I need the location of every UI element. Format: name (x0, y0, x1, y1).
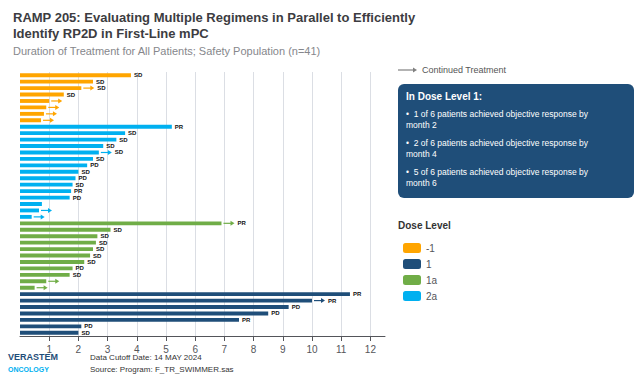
svg-text:• 2 of 6 patients achieved ob: • 2 of 6 patients achieved objective res… (406, 138, 589, 148)
svg-text:SD: SD (128, 130, 137, 136)
svg-text:Identify RP2D in First-Line mP: Identify RP2D in First-Line mPC (13, 26, 209, 41)
svg-text:6: 6 (192, 344, 198, 355)
svg-text:PR: PR (74, 188, 83, 194)
svg-text:Source: Program: F_TR_SWIMMER.: Source: Program: F_TR_SWIMMER.sas (90, 365, 234, 374)
svg-text:Continued Treatment: Continued Treatment (422, 65, 507, 75)
svg-text:PR: PR (237, 220, 246, 226)
svg-text:PD: PD (84, 323, 93, 329)
svg-text:SD: SD (134, 72, 143, 78)
svg-text:SD: SD (93, 253, 102, 259)
svg-text:SD: SD (81, 169, 90, 175)
svg-text:Dose Level: Dose Level (398, 220, 451, 231)
svg-text:SD: SD (115, 149, 124, 155)
svg-text:SD: SD (106, 143, 115, 149)
svg-text:SD: SD (87, 259, 96, 265)
svg-text:PD: PD (73, 195, 82, 201)
svg-text:VERASTEM: VERASTEM (8, 352, 58, 362)
svg-text:month 6: month 6 (406, 178, 437, 188)
svg-text:PR: PR (353, 291, 362, 297)
svg-text:PD: PD (78, 175, 87, 181)
svg-text:2: 2 (76, 344, 82, 355)
svg-text:-1: -1 (426, 243, 435, 254)
svg-text:• 1 of 6 patients achieved ob: • 1 of 6 patients achieved objective res… (406, 109, 589, 119)
svg-text:8: 8 (251, 344, 257, 355)
svg-text:7: 7 (222, 344, 228, 355)
svg-text:SD: SD (114, 227, 123, 233)
svg-text:PR: PR (242, 317, 251, 323)
svg-text:RAMP 205: Evaluating Multiple: RAMP 205: Evaluating Multiple Regimens i… (13, 10, 416, 25)
svg-text:5: 5 (163, 344, 169, 355)
svg-text:4: 4 (134, 344, 140, 355)
svg-text:2a: 2a (426, 291, 438, 302)
svg-text:10: 10 (306, 344, 318, 355)
svg-text:Duration of Treatment for All: Duration of Treatment for All Patients; … (13, 45, 320, 57)
svg-text:SD: SD (96, 156, 105, 162)
svg-text:month 2: month 2 (406, 120, 437, 130)
svg-text:Data Cutoff Date: 14 MAY 2024: Data Cutoff Date: 14 MAY 2024 (90, 352, 202, 362)
svg-text:In Dose Level 1:: In Dose Level 1: (406, 91, 482, 102)
svg-text:ONCOLOGY: ONCOLOGY (8, 366, 49, 373)
svg-text:SD: SD (81, 330, 90, 336)
svg-text:SD: SD (99, 240, 108, 246)
svg-text:SD: SD (76, 182, 85, 188)
svg-text:SD: SD (73, 272, 82, 278)
svg-text:• 5 of 6 patients achieved ob: • 5 of 6 patients achieved objective res… (406, 167, 589, 177)
svg-text:11: 11 (336, 344, 347, 355)
svg-text:12: 12 (365, 344, 377, 355)
svg-text:PR: PR (328, 298, 337, 304)
svg-text:9: 9 (280, 344, 286, 355)
svg-text:month 4: month 4 (406, 149, 437, 159)
svg-text:PR: PR (175, 124, 184, 130)
svg-text:SD: SD (100, 233, 109, 239)
svg-text:SD: SD (119, 137, 128, 143)
svg-text:SD: SD (97, 85, 106, 91)
svg-text:SD: SD (67, 92, 76, 98)
svg-text:PD: PD (292, 304, 301, 310)
svg-text:1: 1 (426, 259, 432, 270)
svg-text:1a: 1a (426, 275, 438, 286)
svg-text:1: 1 (46, 344, 52, 355)
svg-text:PD: PD (90, 162, 99, 168)
svg-text:PD: PD (271, 310, 280, 316)
svg-text:SD: SD (96, 79, 105, 85)
svg-text:PD: PD (76, 265, 85, 271)
svg-text:SD: SD (96, 246, 105, 252)
svg-text:3: 3 (105, 344, 111, 355)
